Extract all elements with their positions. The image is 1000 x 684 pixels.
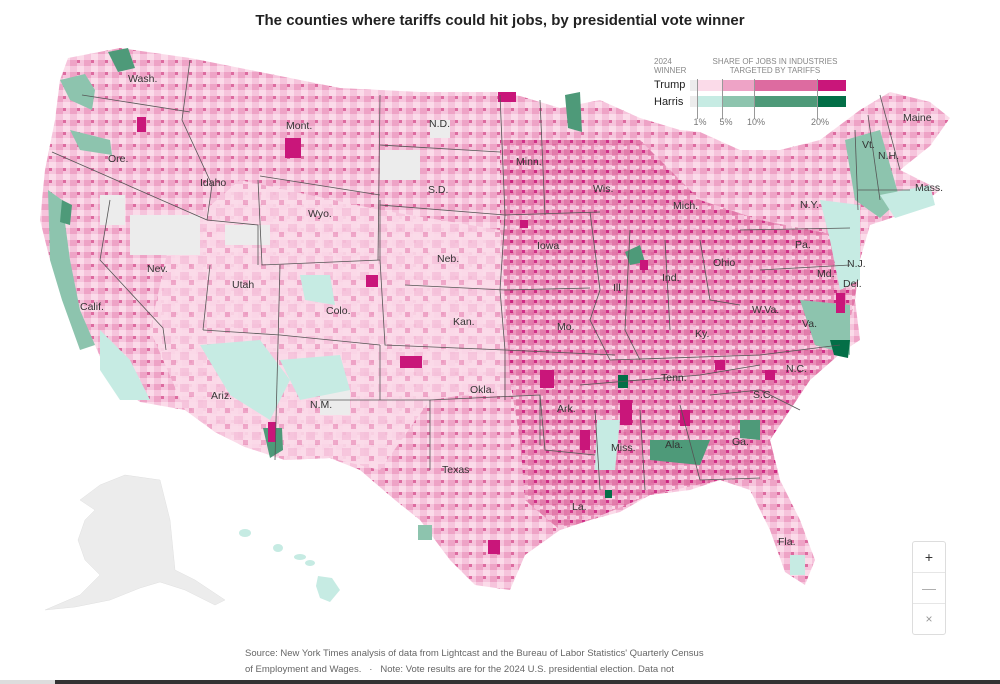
- trump-swatch-1-5: [697, 80, 722, 91]
- state-label-wyo: Wyo.: [308, 208, 332, 220]
- close-icon: ×: [925, 612, 933, 626]
- legend-tick-label-20: 20%: [810, 117, 830, 127]
- legend-share-header: SHARE OF JOBS IN INDUSTRIES TARGETED BY …: [712, 57, 838, 75]
- harris-swatch-1-5: [697, 96, 722, 107]
- plus-icon: +: [924, 549, 934, 565]
- state-label-wva: W.Va.: [752, 304, 779, 316]
- trump-high-counties: [137, 92, 845, 554]
- source-line-2: of Employment and Wages. · Note: Vote re…: [245, 664, 674, 675]
- state-label-ill: Ill.: [613, 282, 624, 294]
- state-label-va: Va.: [802, 318, 817, 330]
- state-label-fla: Fla.: [778, 536, 796, 548]
- chart-title: The counties where tariffs could hit job…: [255, 12, 745, 29]
- harris-swatch-5-10: [722, 96, 754, 107]
- state-label-mass: Mass.: [915, 182, 943, 194]
- state-label-ga: Ga.: [732, 436, 749, 448]
- state-label-ark: Ark.: [557, 403, 576, 415]
- legend-row-harris-label: Harris: [654, 96, 684, 108]
- state-label-texas: Texas: [442, 464, 469, 476]
- state-label-ariz: Ariz.: [211, 390, 232, 402]
- state-label-mont: Mont.: [286, 120, 312, 132]
- legend-tick-label-10: 10%: [746, 117, 766, 127]
- state-label-wash: Wash.: [128, 73, 157, 85]
- us-county-map[interactable]: Wash. Ore. Idaho Mont. Wyo. N.D. S.D. Mi…: [0, 0, 1000, 640]
- legend-tick-10: [754, 79, 755, 119]
- state-label-ore: Ore.: [108, 153, 128, 165]
- state-label-pa: Pa.: [795, 239, 811, 251]
- legend-tick-5: [722, 79, 723, 119]
- legend-tick-1: [697, 79, 698, 119]
- state-label-sd: S.D.: [428, 184, 448, 196]
- state-label-nm: N.M.: [310, 399, 332, 411]
- state-label-idaho: Idaho: [200, 177, 226, 189]
- map-zoom-controls: + — ×: [912, 541, 946, 635]
- trump-swatch-5-10: [722, 80, 754, 91]
- state-label-kan: Kan.: [453, 316, 475, 328]
- zoom-out-button[interactable]: —: [913, 573, 945, 604]
- state-label-neb: Neb.: [437, 253, 459, 265]
- source-note: Source: New York Times analysis of data …: [245, 646, 765, 678]
- state-label-mich: Mich.: [673, 200, 698, 212]
- harris-counties: [48, 48, 935, 575]
- legend-winner-header: 2024 WINNER: [654, 57, 687, 75]
- trump-swatch-10-20: [754, 80, 817, 91]
- state-labels: Wash. Ore. Idaho Mont. Wyo. N.D. S.D. Mi…: [80, 73, 943, 548]
- state-label-nev: Nev.: [147, 263, 168, 275]
- state-label-ala: Ala.: [665, 439, 683, 451]
- state-label-la: La.: [572, 501, 587, 513]
- state-label-del: Del.: [843, 278, 862, 290]
- harris-swatch-nodata: [690, 96, 697, 107]
- state-label-miss: Miss.: [611, 442, 636, 454]
- trump-swatch-nodata: [690, 80, 697, 91]
- scrollbar-track-left: [0, 680, 55, 684]
- reset-zoom-button[interactable]: ×: [913, 604, 945, 634]
- legend-row-trump-label: Trump: [654, 79, 686, 91]
- minus-icon: —: [922, 580, 936, 596]
- state-label-iowa: Iowa: [537, 240, 559, 252]
- state-label-ohio: Ohio: [713, 257, 735, 269]
- harris-swatch-10-20: [754, 96, 817, 107]
- legend-harris-scale: [690, 96, 846, 107]
- alaska: [44, 474, 226, 611]
- state-label-maine: Maine: [903, 112, 932, 124]
- harris-swatch-20plus: [817, 96, 846, 107]
- source-line-1: Source: New York Times analysis of data …: [245, 648, 704, 659]
- state-label-ind: Ind.: [662, 272, 680, 284]
- legend-tick-20: [817, 79, 818, 119]
- state-label-wis: Wis.: [593, 183, 613, 195]
- state-label-md: Md.: [817, 268, 835, 280]
- legend-tick-label-5: 5%: [719, 117, 733, 127]
- horizontal-scrollbar[interactable]: [0, 680, 1000, 684]
- state-label-sc: S.C.: [753, 389, 773, 401]
- legend: 2024 WINNER SHARE OF JOBS IN INDUSTRIES …: [640, 55, 855, 130]
- zoom-in-button[interactable]: +: [913, 542, 945, 573]
- no-data-areas: [100, 120, 450, 415]
- legend-tick-label-1: 1%: [693, 117, 707, 127]
- state-label-ky: Ky.: [695, 328, 709, 340]
- state-label-nj: N.J.: [847, 258, 866, 270]
- state-label-vt: Vt.: [862, 139, 875, 151]
- state-borders: [51, 59, 910, 491]
- state-label-tenn: Tenn.: [661, 372, 687, 384]
- state-label-colo: Colo.: [326, 305, 351, 317]
- state-label-okla: Okla.: [470, 384, 495, 396]
- legend-trump-scale: [690, 80, 846, 91]
- state-label-nc: N.C.: [786, 363, 807, 375]
- state-label-nd: N.D.: [429, 118, 450, 130]
- state-label-utah: Utah: [232, 279, 254, 291]
- state-label-nh: N.H.: [878, 150, 899, 162]
- state-label-calif: Calif.: [80, 301, 104, 313]
- state-label-ny: N.Y.: [800, 199, 819, 211]
- hawaii: [239, 529, 340, 602]
- state-label-mo: Mo.: [557, 321, 575, 333]
- trump-swatch-20plus: [817, 80, 846, 91]
- state-label-minn: Minn.: [516, 156, 542, 168]
